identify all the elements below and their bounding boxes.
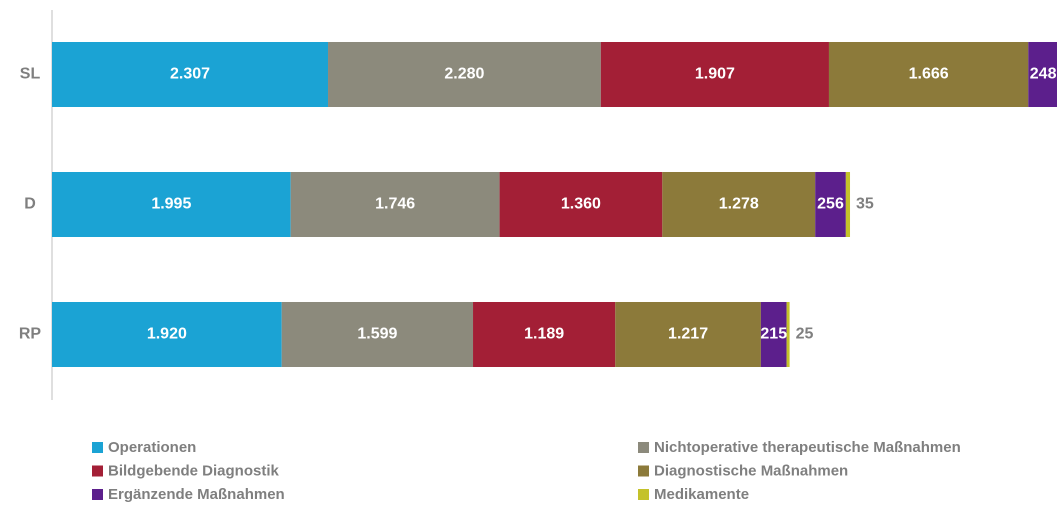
legend-swatch (92, 442, 103, 453)
y-tick-label: D (24, 196, 36, 213)
legend-swatch (638, 489, 649, 500)
data-label: 2.307 (170, 66, 210, 83)
legend-label: Medikamente (654, 486, 749, 503)
bar-segment (473, 302, 616, 367)
legend-swatch (92, 489, 103, 500)
bar-segment (52, 172, 291, 237)
legend-label: Nichtoperative therapeutische Maßnahmen (654, 439, 961, 456)
bar-segment (1028, 42, 1057, 107)
bar-segment (662, 172, 816, 237)
bar-segment (52, 42, 329, 107)
legend-label: Ergänzende Maßnahmen (108, 486, 285, 503)
data-label: 1.995 (151, 196, 191, 213)
plot-area: 2.307 2.280 1.907 1.666 248 1.995 1.746 1.360 1.… (52, 42, 1057, 367)
data-label: 1.907 (695, 66, 735, 83)
bar-segment (815, 172, 846, 237)
data-label: 248 (1030, 66, 1057, 83)
data-label: 35 (856, 196, 874, 213)
data-label: 2.280 (444, 66, 484, 83)
y-tick-label: SL (20, 66, 41, 83)
bar-segment (845, 172, 851, 237)
data-label: 1.278 (719, 196, 759, 213)
bar-segment (828, 42, 1029, 107)
bar-segment (290, 172, 500, 237)
data-label: 25 (796, 326, 814, 343)
bar-segment (499, 172, 663, 237)
data-label: 1.360 (561, 196, 601, 213)
legend-swatch (92, 465, 103, 477)
legend-label: Diagnostische Maßnahmen (654, 462, 848, 479)
legend-swatch (638, 465, 649, 477)
bar-segment (328, 42, 601, 107)
y-tick-label: RP (19, 326, 42, 343)
legend-label: Bildgebende Diagnostik (108, 462, 280, 479)
data-label: 256 (817, 196, 844, 213)
data-label: 1.666 (909, 66, 949, 83)
legend-swatch (638, 442, 649, 453)
bar-segment (52, 302, 282, 367)
data-label: 215 (760, 326, 787, 343)
bar-segment (786, 302, 790, 367)
legend-label: Operationen (108, 439, 196, 456)
data-label: 1.189 (524, 326, 564, 343)
data-label: 1.746 (375, 196, 415, 213)
data-label: 1.920 (147, 326, 187, 343)
bar-segment (281, 302, 474, 367)
data-label: 1.599 (357, 326, 397, 343)
data-label: 1.217 (668, 326, 708, 343)
bar-segment (615, 302, 761, 367)
bar-segment (760, 302, 787, 367)
bar-segment (600, 42, 829, 107)
